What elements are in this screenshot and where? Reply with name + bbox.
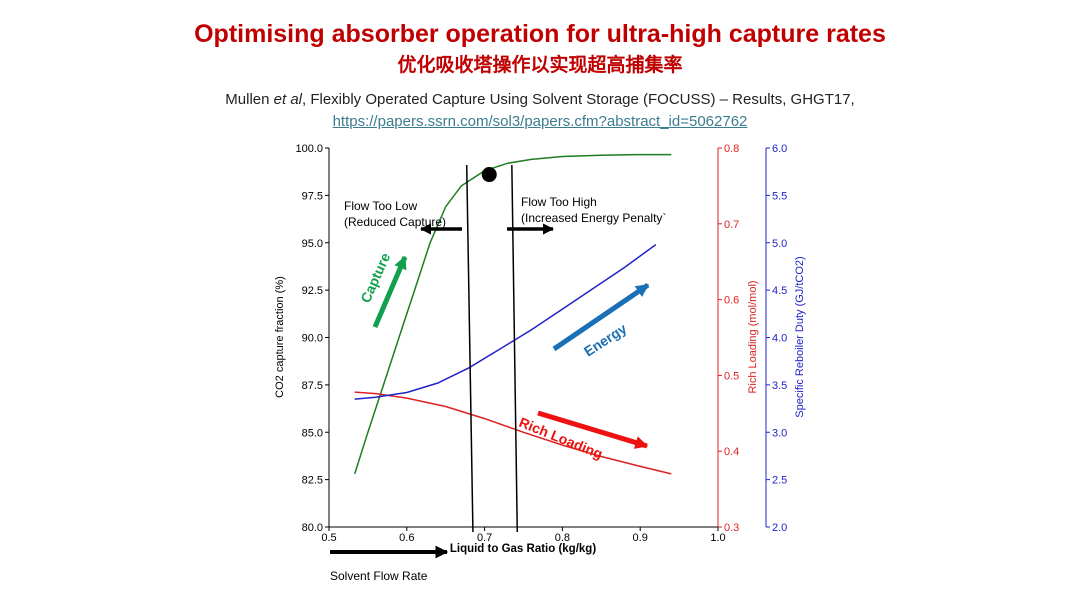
left-tick-label: 97.5 — [302, 190, 323, 202]
left-tick-label: 82.5 — [302, 475, 323, 487]
energy-tick-label: 5.5 — [772, 190, 787, 202]
operating-limit-line-1 — [465, 164, 474, 533]
energy-tick-label: 2.0 — [772, 522, 787, 534]
left-tick-label: 90.0 — [302, 333, 323, 345]
flow-too-high-label: Flow Too High — [521, 195, 597, 209]
left-tick-label: 100.0 — [295, 143, 323, 155]
x-tick-label: 0.8 — [555, 532, 570, 544]
flow-too-low-label: Flow Too Low — [344, 199, 417, 213]
energy-tick-label: 4.0 — [772, 333, 787, 345]
left-tick-label: 85.0 — [302, 427, 323, 439]
citation-author: Mullen — [225, 91, 270, 108]
right-axis-rich-label: Rich Loading (mol/mol) — [747, 280, 759, 393]
rich-trend-arrow — [537, 410, 649, 449]
energy-tick-label: 6.0 — [772, 143, 787, 155]
rich-tick-label: 0.3 — [724, 522, 739, 534]
solvent-flow-label: Solvent Flow Rate — [330, 569, 428, 583]
energy-tick-label: 3.5 — [772, 380, 787, 392]
x-tick-label: 0.5 — [321, 532, 336, 544]
optimum-point — [481, 167, 497, 183]
left-tick-label: 87.5 — [302, 380, 323, 392]
left-tick-label: 95.0 — [302, 238, 323, 250]
right-axis-energy-label: Specific Reboiler Duty (GJ/tCO2) — [794, 256, 806, 417]
energy-trend-arrow — [552, 282, 650, 352]
energy-tick-label: 3.0 — [772, 427, 787, 439]
slide-title: Optimising absorber operation for ultra-… — [194, 20, 886, 48]
x-tick-label: 0.7 — [477, 532, 492, 544]
citation-rest: , Flexibly Operated Capture Using Solven… — [302, 91, 855, 108]
energy-tick-label: 5.0 — [772, 238, 787, 250]
series-line-energy — [354, 243, 657, 400]
x-tick-label: 0.9 — [633, 532, 648, 544]
flow-too-low-sublabel: (Reduced Capture) — [344, 215, 446, 229]
flow-too-high-sublabel: (Increased Energy Penalty` — [521, 211, 666, 225]
series-line-capture — [353, 153, 672, 475]
citation-etal: et al — [273, 91, 302, 108]
citation: Mullen et al, Flexibly Operated Capture … — [0, 91, 1080, 108]
x-tick-label: 0.6 — [399, 532, 414, 544]
rich-tick-label: 0.7 — [724, 219, 739, 231]
left-tick-label: 92.5 — [302, 285, 323, 297]
x-axis-label: Liquid to Gas Ratio (kg/kg) — [450, 543, 596, 555]
energy-tick-label: 2.5 — [772, 475, 787, 487]
slide-subtitle: 优化吸收塔操作以实现超高捕集率 — [397, 54, 683, 76]
rich-tick-label: 0.8 — [724, 143, 739, 155]
x-tick-label: 1.0 — [710, 532, 725, 544]
energy-tick-label: 4.5 — [772, 285, 787, 297]
series-line-rich-loading — [354, 391, 672, 475]
rich-tick-label: 0.6 — [724, 295, 739, 307]
rich-tick-label: 0.4 — [724, 446, 739, 458]
operating-limit-line-2 — [511, 164, 519, 533]
capture-trend-arrow — [372, 255, 408, 328]
rich-tick-label: 0.5 — [724, 370, 739, 382]
paper-link[interactable]: https://papers.ssrn.com/sol3/papers.cfm?… — [332, 113, 748, 130]
left-axis-label: CO2 capture fraction (%) — [274, 276, 286, 398]
left-tick-label: 80.0 — [302, 522, 323, 534]
